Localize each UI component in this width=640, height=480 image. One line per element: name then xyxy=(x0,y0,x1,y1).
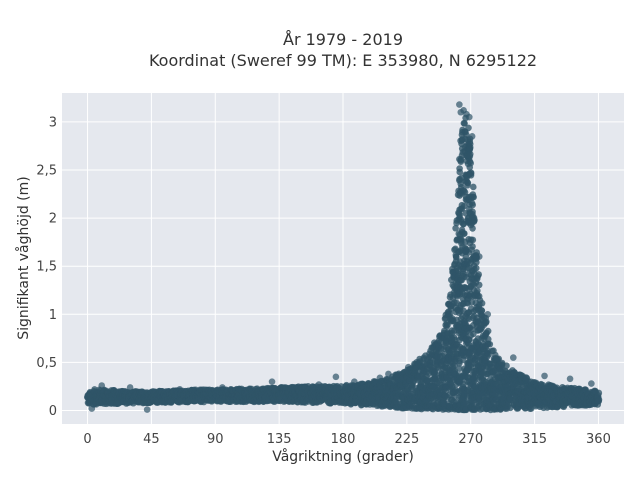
data-point xyxy=(466,113,473,121)
data-point xyxy=(315,381,323,388)
data-point xyxy=(475,281,483,289)
data-point xyxy=(566,375,574,383)
data-point xyxy=(484,311,492,318)
data-point xyxy=(469,208,476,216)
data-point xyxy=(470,183,477,191)
data-point xyxy=(471,216,478,224)
data-point xyxy=(219,384,226,391)
data-point xyxy=(431,370,439,378)
data-point xyxy=(595,389,603,397)
data-point xyxy=(456,168,464,176)
data-point xyxy=(452,224,459,232)
data-point xyxy=(376,374,384,382)
data-point xyxy=(466,150,474,158)
data-point xyxy=(467,159,474,167)
x-tick-label: 225 xyxy=(394,432,419,447)
data-point xyxy=(385,370,392,378)
data-point xyxy=(475,271,482,278)
chart-title-line-1: År 1979 - 2019 xyxy=(283,30,403,49)
data-point xyxy=(475,253,483,260)
y-tick-label: 2,5 xyxy=(36,163,57,178)
tick-labels: 0 45 90 135 180 225 270 315 360 0 0,5 1 1,5 2 2,5 3 xyxy=(36,115,611,447)
data-point xyxy=(469,201,477,209)
x-tick-label: 270 xyxy=(458,432,483,447)
data-point xyxy=(469,193,477,201)
data-point xyxy=(462,131,470,138)
x-tick-label: 135 xyxy=(267,432,292,447)
x-tick-label: 315 xyxy=(522,432,547,447)
data-point xyxy=(469,243,476,250)
data-point xyxy=(88,405,96,412)
x-tick-label: 360 xyxy=(586,432,611,447)
data-point xyxy=(588,380,595,387)
data-point xyxy=(541,372,548,380)
data-point xyxy=(484,335,492,343)
data-point xyxy=(468,133,476,140)
data-point xyxy=(474,287,481,295)
data-point xyxy=(464,179,472,187)
data-point xyxy=(126,384,134,391)
chart-title-line-2: Koordinat (Sweref 99 TM): E 353980, N 62… xyxy=(149,51,537,70)
data-point xyxy=(472,264,480,272)
data-point xyxy=(404,363,412,371)
y-tick-label: 1 xyxy=(49,308,57,323)
x-tick-label: 90 xyxy=(207,432,224,447)
data-point xyxy=(98,382,106,389)
data-point xyxy=(595,397,603,405)
data-point xyxy=(478,299,486,307)
data-point xyxy=(486,340,494,348)
data-point xyxy=(484,327,492,335)
data-point xyxy=(510,354,517,361)
data-point xyxy=(461,120,468,127)
y-axis-label: Signifikant våghöjd (m) xyxy=(15,176,32,339)
data-point xyxy=(465,124,472,132)
data-point xyxy=(456,365,463,373)
y-tick-label: 0 xyxy=(49,404,57,419)
data-point xyxy=(143,406,151,413)
data-point xyxy=(467,170,475,177)
data-point xyxy=(482,319,490,326)
x-tick-label: 45 xyxy=(143,432,160,447)
y-tick-label: 3 xyxy=(49,115,57,130)
data-point xyxy=(268,378,276,385)
y-tick-label: 2 xyxy=(49,212,57,227)
x-tick-label: 0 xyxy=(83,432,91,447)
data-point xyxy=(456,101,463,108)
data-point xyxy=(351,378,358,385)
x-tick-label: 180 xyxy=(331,432,356,447)
data-point xyxy=(466,140,474,148)
data-point xyxy=(460,230,468,237)
data-point xyxy=(460,202,468,210)
data-point xyxy=(469,236,477,244)
y-tick-label: 1,5 xyxy=(36,260,57,275)
data-point xyxy=(469,225,476,232)
data-point xyxy=(332,373,340,381)
data-points xyxy=(84,101,603,414)
data-point xyxy=(503,362,510,369)
data-point xyxy=(457,157,464,164)
x-axis-label: Vågriktning (grader) xyxy=(272,448,414,465)
data-point xyxy=(176,386,184,393)
y-tick-label: 0,5 xyxy=(36,356,57,371)
